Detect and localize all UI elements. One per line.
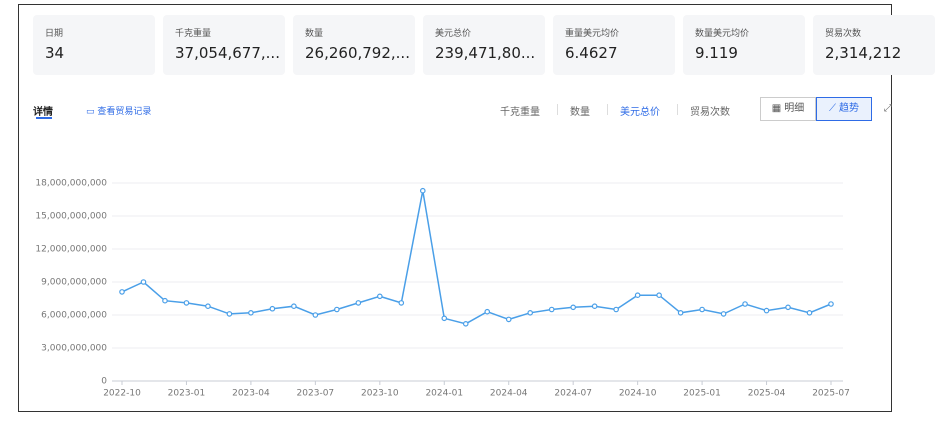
stat-card: 数量美元均价 9.119 — [683, 15, 805, 75]
data-point — [205, 303, 211, 310]
stat-card: 贸易次数 2,314,212 — [813, 15, 935, 75]
view-label[interactable]: 趋势 — [839, 103, 859, 114]
data-point — [570, 304, 576, 311]
data-point — [634, 292, 641, 299]
x-tick-label: 2025-04 — [748, 389, 786, 399]
data-point — [828, 301, 834, 307]
data-point — [183, 300, 190, 306]
data-point — [763, 307, 770, 314]
y-tick-label: 15,000,000,000 — [35, 212, 107, 222]
separator — [557, 104, 558, 115]
stat-card: 重量美元均价 6.4627 — [553, 15, 675, 75]
data-point — [441, 315, 448, 322]
data-point — [462, 320, 469, 327]
view-button[interactable]: ▦ 明细 — [760, 97, 816, 121]
stat-card: 美元总价 239,471,80... — [423, 15, 545, 75]
stat-label: 日期 — [45, 29, 64, 39]
stat-value: 37,054,677,... — [175, 44, 280, 62]
stat-value: 34 — [45, 44, 65, 62]
metric-option[interactable]: 数量 — [570, 107, 590, 118]
data-point — [119, 289, 125, 295]
metric-option[interactable]: 美元总价 — [620, 107, 660, 118]
panel — [18, 4, 892, 412]
tab-underline — [36, 117, 52, 119]
stat-label: 数量美元均价 — [695, 29, 750, 39]
stat-value: 239,471,80... — [435, 44, 536, 62]
x-tick-label: 2024-04 — [490, 389, 528, 399]
data-point — [291, 303, 297, 310]
data-point — [140, 279, 147, 285]
data-point — [248, 309, 254, 316]
x-tick-label: 2024-01 — [425, 389, 463, 399]
data-line — [121, 190, 832, 325]
data-point — [484, 308, 491, 315]
data-point — [527, 309, 534, 316]
stat-card: 日期 34 — [33, 15, 155, 75]
stat-label: 千克重量 — [175, 29, 212, 39]
y-tick-label: 12,000,000,000 — [35, 245, 107, 255]
stat-label: 美元总价 — [435, 29, 472, 39]
x-tick-label: 2023-07 — [297, 389, 335, 399]
data-point — [269, 305, 276, 312]
data-point — [720, 311, 727, 317]
data-point — [419, 187, 426, 194]
tab[interactable]: 详情 — [33, 107, 53, 118]
data-point — [377, 293, 383, 300]
stat-value: 2,314,212 — [825, 44, 902, 62]
stat-card: 数量 26,260,792,... — [293, 15, 415, 75]
data-point — [548, 306, 555, 313]
stat-card: 千克重量 37,054,677,... — [163, 15, 285, 75]
data-point — [334, 306, 340, 313]
y-tick-label: 9,000,000,000 — [41, 278, 107, 288]
metric-option[interactable]: 贸易次数 — [690, 107, 730, 118]
data-point — [613, 306, 619, 313]
data-point — [742, 301, 748, 307]
stat-label: 数量 — [305, 29, 324, 39]
data-point — [355, 300, 362, 306]
stat-label: 重量美元均价 — [565, 29, 620, 39]
data-point — [505, 316, 512, 323]
x-tick-label: 2024-10 — [619, 389, 657, 399]
x-tick-label: 2023-01 — [168, 389, 206, 399]
view-icon: ▦ — [771, 103, 782, 114]
x-tick-label: 2023-10 — [361, 389, 399, 399]
data-point — [226, 311, 233, 317]
stat-label: 贸易次数 — [825, 29, 862, 39]
view-label[interactable]: 明细 — [784, 103, 805, 114]
data-point — [677, 309, 684, 316]
data-point — [656, 292, 662, 299]
y-tick-label: 18,000,000,000 — [35, 179, 107, 189]
y-tick-label: 0 — [101, 377, 107, 387]
y-tick-label: 6,000,000,000 — [41, 311, 107, 321]
stat-value: 6.4627 — [565, 44, 618, 62]
x-tick-label: 2023-04 — [232, 389, 270, 399]
x-tick-label: 2025-01 — [683, 389, 721, 399]
link[interactable]: ▭ 查看贸易记录 — [86, 107, 152, 117]
x-tick-label: 2025-07 — [812, 389, 850, 399]
data-point — [785, 304, 791, 311]
data-point — [699, 306, 705, 313]
link-text[interactable]: 查看贸易记录 — [97, 107, 152, 117]
data-point — [806, 309, 813, 316]
data-point — [591, 303, 598, 310]
x-tick-label: 2022-10 — [103, 389, 141, 399]
view-button[interactable]: ⟋ 趋势 — [816, 97, 872, 121]
stat-value: 9.119 — [695, 44, 738, 62]
data-point — [162, 297, 168, 304]
expand-icon[interactable]: ⤢ — [884, 103, 892, 114]
stat-value: 26,260,792,... — [305, 44, 410, 62]
metric-option[interactable]: 千克重量 — [500, 107, 540, 118]
x-tick-label: 2024-07 — [554, 389, 592, 399]
data-point — [312, 312, 319, 318]
y-tick-label: 3,000,000,000 — [41, 344, 107, 354]
separator — [677, 104, 678, 115]
separator — [607, 104, 608, 115]
data-point — [398, 300, 405, 306]
view-icon: ⟋ — [829, 103, 836, 114]
